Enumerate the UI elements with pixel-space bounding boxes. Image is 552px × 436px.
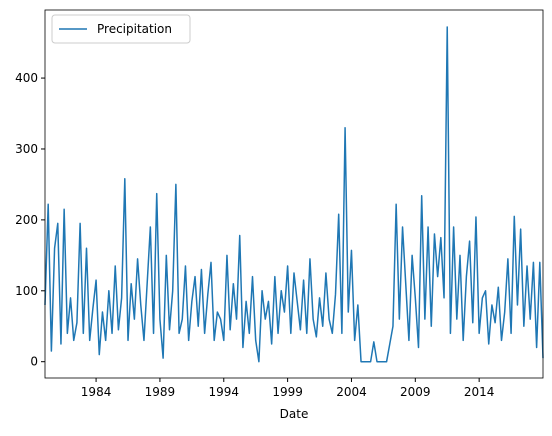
x-tick-label: 1999 bbox=[272, 385, 303, 399]
y-tick-label: 0 bbox=[30, 355, 38, 369]
x-tick-label: 1994 bbox=[208, 385, 239, 399]
y-tick-label: 400 bbox=[15, 71, 38, 85]
x-tick-label: 2004 bbox=[336, 385, 367, 399]
legend bbox=[51, 14, 191, 44]
y-tick-label: 300 bbox=[15, 142, 38, 156]
x-tick-label: 2014 bbox=[464, 385, 495, 399]
x-tick-label: 1984 bbox=[81, 385, 112, 399]
x-tick-label: 2009 bbox=[400, 385, 431, 399]
x-tick-label: 1989 bbox=[145, 385, 176, 399]
line bbox=[44, 26, 544, 363]
y-tick-label: 200 bbox=[15, 213, 38, 227]
y-tick-label: 100 bbox=[15, 284, 38, 298]
plot-frame bbox=[44, 9, 544, 379]
legend-label: Precipitation bbox=[97, 22, 172, 36]
x-axis-label: Date bbox=[280, 407, 309, 421]
